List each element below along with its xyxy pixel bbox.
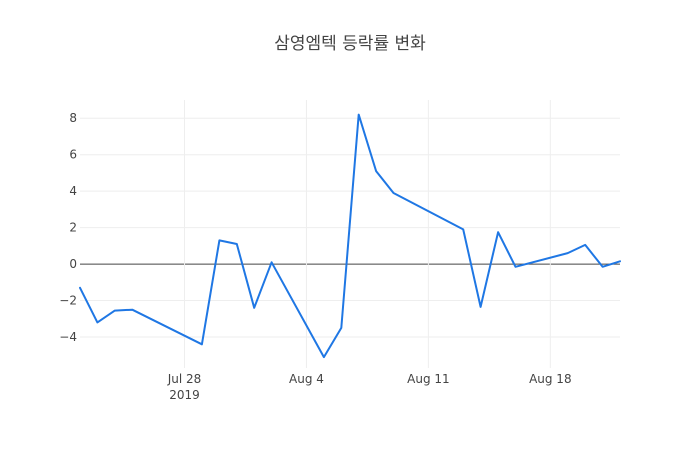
y-tick-label: −4 (59, 330, 77, 344)
x-tick-label: Aug 4 (289, 372, 324, 386)
y-tick-label: 6 (69, 148, 77, 162)
series-line (79, 113, 621, 359)
y-tick-label: 0 (69, 257, 77, 271)
x-tick-label: Aug 18 (529, 372, 572, 386)
chart-title: 삼영엠텍 등락률 변화 (274, 34, 426, 54)
y-tick-label: 8 (69, 111, 77, 125)
y-tick-label: 4 (69, 184, 77, 198)
y-tick-label: 2 (69, 221, 77, 235)
x-tick-year-label: 2019 (169, 388, 200, 402)
x-tick-label: Jul 28 (167, 372, 202, 386)
x-tick-label: Aug 11 (407, 372, 450, 386)
y-tick-label: −2 (59, 294, 77, 308)
